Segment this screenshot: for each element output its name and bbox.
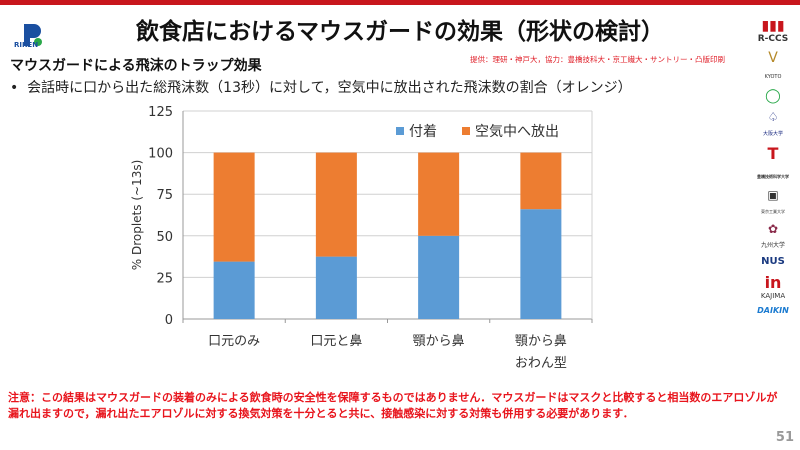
x-category-label: おわん型 [515,356,567,371]
x-category-label: 口元のみ [208,334,260,349]
kajima-logo: in KAJIMA [760,273,786,300]
titech-logo: ▣ 東京工業大学 [761,188,785,214]
bullet-text: • 会話時に口から出た総飛沫数（13秒）に対して，空気中に放出された飛沫数の割合… [10,80,632,96]
warning-note: 注意：この結果はマウスガードの装着のみによる飲食時の安全性を保障するものではあり… [8,391,778,420]
rccs-logo: ▮▮▮ R-CCS [757,18,789,44]
credit-text: 提供：理研・神戸大，協力：豊橋技科大・京工繊大・サントリー・凸版印刷 [470,55,725,64]
legend-label: 空気中へ放出 [475,124,559,140]
legend-swatch [396,127,404,135]
y-tick-label: 0 [165,313,173,328]
osaka-logo: ♤ 大阪大学 [762,110,783,137]
y-tick-label: 75 [156,188,173,203]
page-number: 51 [775,430,794,445]
partner-logos: ▮▮▮ R-CCS V KYOTO ◯ ♤ 大阪大学 T 豊橋技術科学大学 ▣ 東京工業大… [748,14,798,321]
bar-attached [418,235,460,319]
nus-logo: NUS [761,256,785,267]
riken-logo-text: RIKEN [14,41,39,49]
bar-released [418,152,460,236]
kobe-logo: ◯ [765,88,781,104]
bullet-text-content: 会話時に口から出た総飛沫数（13秒）に対して，空気中に放出された飛沫数の割合（オ… [27,80,632,96]
daikin-logo: DAIKIN [757,306,789,315]
page-title: 飲食店におけるマウスガードの効果（形状の検討） [135,19,665,45]
bar-attached [315,256,357,319]
y-axis-label: % Droplets (~13s) [130,160,144,271]
bar-attached [520,209,562,319]
y-tick-label: 100 [148,147,173,162]
y-tick-label: 50 [156,230,173,245]
section-subtitle: マウスガードによる飛沫のトラップ効果 [10,58,262,74]
toyohashi-logo: T 豊橋技術科学大学 [757,144,789,179]
x-category-label: 顎から鼻 [515,333,567,349]
riken-logo-icon [24,24,42,46]
bar-released [213,152,255,262]
top-accent-bar [0,0,800,5]
y-tick-label: 125 [148,105,173,120]
bar-released [315,152,357,257]
bar-released [520,152,562,210]
x-category-label: 口元と鼻 [310,333,362,349]
kyoto-logo: V KYOTO [764,50,782,80]
legend-label: 付着 [409,124,437,140]
y-tick-label: 25 [156,271,173,286]
bar-attached [213,261,255,319]
kyushu-logo: ✿ 九州大学 [760,222,785,249]
x-category-label: 顎から鼻 [413,333,465,349]
legend-swatch [462,127,470,135]
